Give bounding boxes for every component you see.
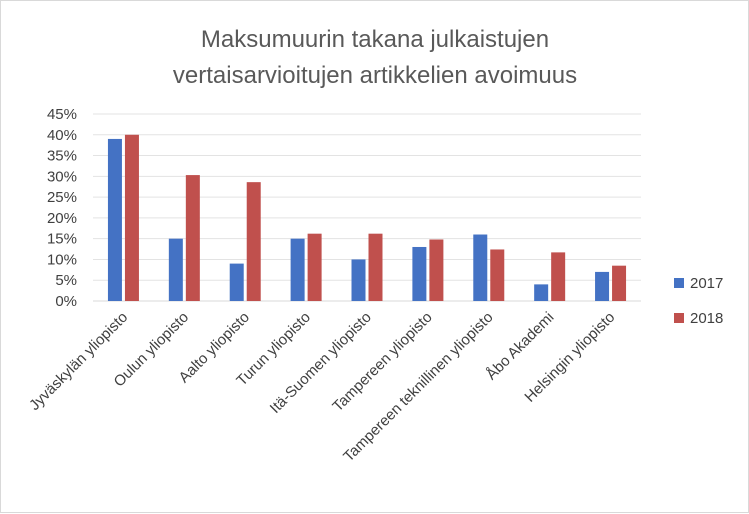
bar-2017 [107,138,122,301]
y-tick-label: 10% [47,251,77,268]
bar-2018 [429,239,444,301]
bar-2018 [612,265,627,301]
y-tick-label: 0% [55,293,77,310]
bar-2018 [551,252,566,301]
bar-2017 [351,259,366,301]
bar-2017 [290,238,305,301]
y-axis-ticks: 0% 5% 10% 15% 20% 25% 30% 35% 40% 45% [47,106,77,310]
chart-title-line-1: Maksumuurin takana julkaistujen [201,26,549,53]
legend: 2017 2018 [674,275,723,327]
chart-title: Maksumuurin takana julkaistujen vertaisa… [173,26,577,89]
y-tick-label: 25% [47,189,77,206]
bar-2018 [246,182,261,301]
bar-2018 [185,175,200,301]
bar-2017 [595,271,610,301]
y-tick-label: 40% [47,127,77,144]
y-tick-label: 45% [47,106,77,123]
x-category-label: Itä-Suomen yliopisto [267,309,375,417]
bar-2017 [534,284,549,301]
bar-2017 [229,263,244,301]
x-category-label: Jyväskylän yliopisto [26,309,131,414]
y-tick-label: 30% [47,168,77,185]
y-tick-label: 35% [47,148,77,165]
bars [107,134,627,301]
legend-swatch-2018 [674,313,684,323]
bar-2017 [412,246,427,301]
y-tick-label: 5% [55,272,77,289]
x-category-label: Tampereen yliopisto [329,309,435,415]
y-tick-label: 15% [47,231,77,248]
legend-label: 2017 [690,275,723,292]
bar-2018 [307,233,322,301]
bar-2018 [368,233,383,301]
legend-label: 2018 [690,310,723,327]
bar-2017 [473,234,488,301]
legend-swatch-2017 [674,278,684,288]
gridlines [93,113,641,302]
y-tick-label: 20% [47,210,77,227]
bar-2018 [124,134,139,301]
bar-2017 [168,238,183,301]
chart-title-line-2: vertaisarvioitujen artikkelien avoimuus [173,62,577,89]
bar-2018 [490,249,505,301]
